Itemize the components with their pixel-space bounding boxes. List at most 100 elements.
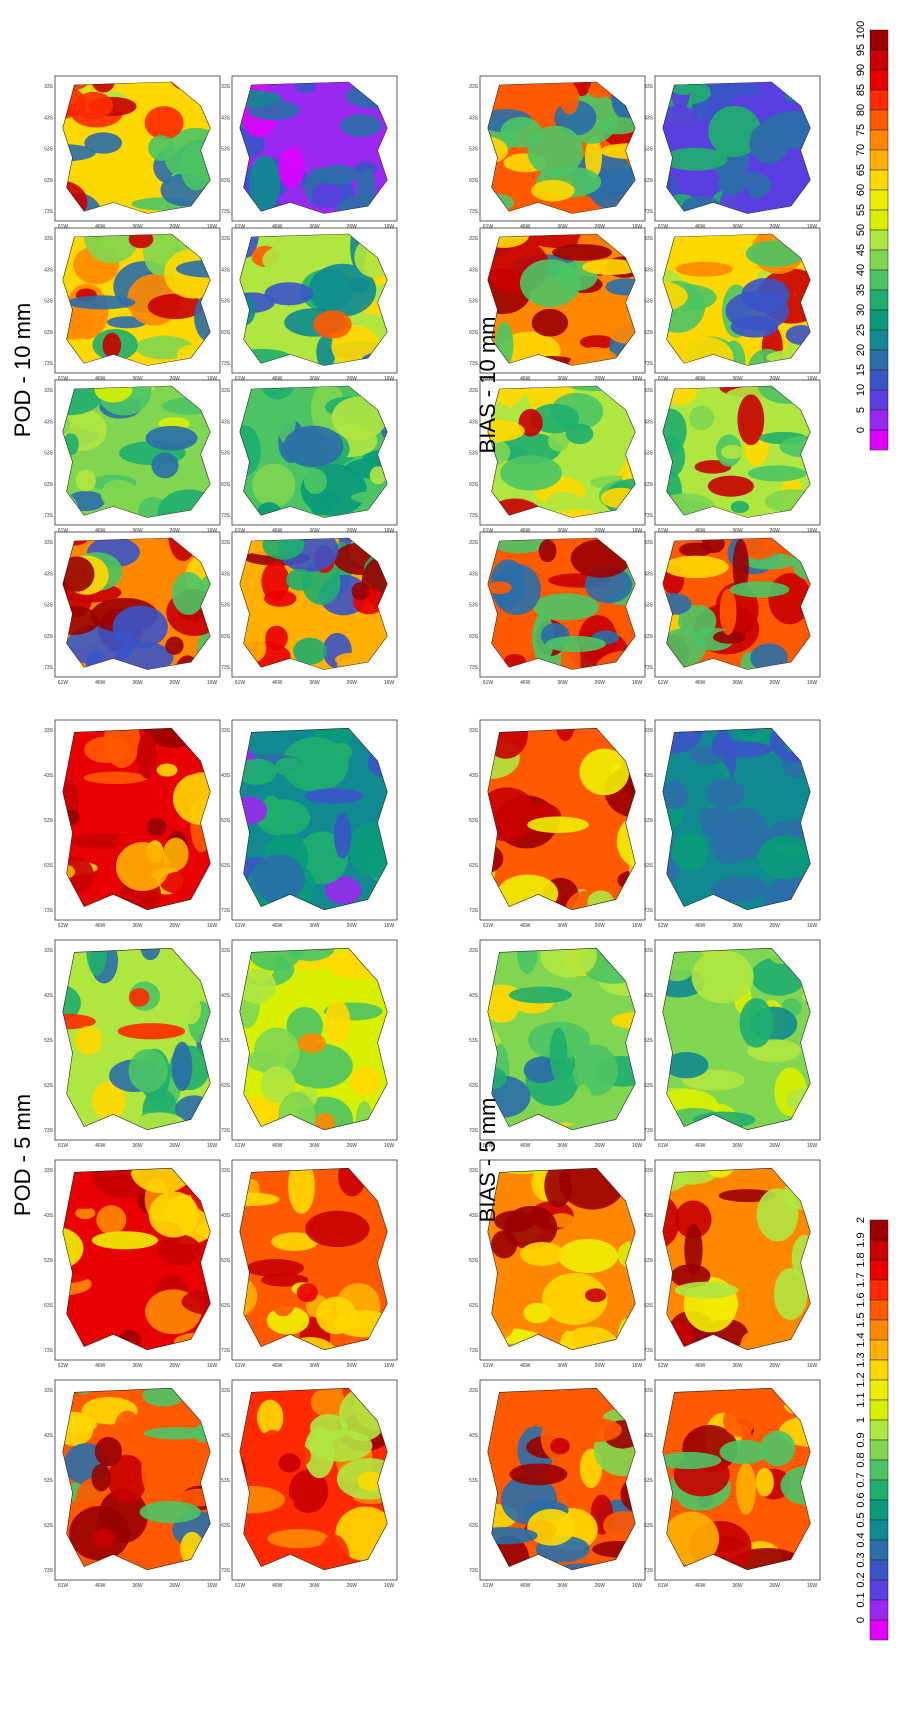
colorbar-swatch: [869, 1479, 889, 1501]
lon-tick-label: 61W: [658, 1583, 669, 1589]
lon-tick-label: 16W: [207, 1363, 218, 1369]
lon-tick-label: 26W: [595, 528, 606, 534]
contour-blob: [674, 1281, 739, 1299]
lon-tick-label: 36W: [732, 528, 743, 534]
lon-tick-label: 61W: [235, 1143, 246, 1149]
lat-tick-label: 73S: [644, 665, 654, 671]
coastline: [239, 537, 388, 670]
lat-tick-label: 73S: [644, 1568, 654, 1574]
lon-tick-label: 16W: [384, 680, 395, 686]
contour-blob: [246, 1259, 305, 1278]
colorbar-label: 20: [855, 344, 867, 356]
contour-field: [487, 385, 636, 518]
lat-tick-label: 43S: [469, 115, 479, 121]
contour-blob: [75, 469, 96, 492]
contour-field: [662, 1168, 811, 1350]
coastline: [662, 81, 811, 214]
colorbar-label: 100: [855, 21, 867, 39]
lon-tick-label: 26W: [347, 376, 358, 382]
coastline: [487, 81, 636, 214]
lat-tick-label: 43S: [221, 1433, 231, 1439]
contour-blob: [709, 82, 763, 98]
colorbar-swatch: [869, 229, 889, 251]
lat-tick-label: 43S: [221, 115, 231, 121]
lat-tick-label: 73S: [469, 1568, 479, 1574]
coastline: [239, 1387, 388, 1571]
lat-tick-label: 63S: [44, 1303, 54, 1309]
lat-tick-label: 43S: [644, 571, 654, 577]
map-panel-bias5-a1: 33S 43S 53S 63S 73S 61W 46W 36W 26W 16W: [469, 1379, 646, 1589]
lon-tick-label: 36W: [132, 680, 143, 686]
coastline: [239, 81, 388, 214]
contour-blob: [310, 499, 332, 516]
contour-blob: [305, 1210, 370, 1248]
colorbar-label: 1.3: [855, 1352, 867, 1367]
contour-blob: [662, 1194, 680, 1249]
lon-tick-label: 26W: [170, 1143, 181, 1149]
lat-tick-label: 43S: [221, 773, 231, 779]
lon-tick-label: 46W: [95, 1143, 106, 1149]
lon-tick-label: 26W: [595, 1363, 606, 1369]
lon-tick-label: 16W: [384, 1363, 395, 1369]
map-panel-pod5-b2: 33S 43S 53S 63S 73S 61W 46W 36W 26W 16W: [221, 1159, 398, 1369]
contour-blob: [293, 637, 327, 665]
contour-blob: [75, 1206, 96, 1220]
colorbar-swatch: [869, 149, 889, 171]
lat-tick-label: 73S: [221, 1348, 231, 1354]
lat-tick-label: 33S: [644, 236, 654, 242]
contour-blob: [92, 1080, 126, 1121]
lat-tick-label: 43S: [644, 419, 654, 425]
contour-blob: [262, 537, 305, 560]
lat-tick-label: 43S: [221, 1213, 231, 1219]
contour-blob: [520, 1241, 565, 1266]
lon-tick-label: 36W: [132, 376, 143, 382]
lon-tick-label: 46W: [520, 680, 531, 686]
lat-tick-label: 63S: [644, 1303, 654, 1309]
lat-tick-label: 73S: [469, 361, 479, 367]
lon-tick-label: 61W: [483, 923, 494, 929]
lon-tick-label: 36W: [732, 923, 743, 929]
lon-tick-label: 36W: [309, 528, 320, 534]
lat-tick-label: 53S: [221, 1258, 231, 1264]
lat-tick-label: 73S: [44, 361, 54, 367]
contour-blob: [710, 816, 747, 865]
bias-colorbar: 2 1.9 1.8 1.7 1.6 1.5 1.4 1.3 1.2 1.1 1 0.9 0.8 0.7 0.…: [855, 1217, 889, 1641]
contour-blob: [286, 568, 314, 591]
contour-blob: [730, 315, 779, 338]
lon-tick-label: 16W: [807, 1583, 818, 1589]
map-panel-bias10-d2: 33S 43S 53S 63S 73S 61W 46W 36W 26W 16W: [644, 75, 821, 230]
contour-blob: [310, 1414, 348, 1442]
lon-tick-label: 61W: [235, 680, 246, 686]
lon-tick-label: 26W: [170, 680, 181, 686]
lat-tick-label: 43S: [644, 1433, 654, 1439]
contour-blob: [558, 1238, 618, 1274]
colorbar-swatch: [869, 169, 889, 191]
lon-tick-label: 61W: [235, 528, 246, 534]
lon-tick-label: 61W: [235, 1583, 246, 1589]
lon-tick-label: 36W: [309, 1143, 320, 1149]
lat-tick-label: 63S: [644, 330, 654, 336]
lon-tick-label: 26W: [170, 528, 181, 534]
lon-tick-label: 26W: [770, 1363, 781, 1369]
lon-tick-label: 46W: [95, 224, 106, 230]
lon-tick-label: 16W: [807, 1143, 818, 1149]
lat-tick-label: 63S: [44, 178, 54, 184]
lon-tick-label: 46W: [695, 376, 706, 382]
lat-tick-label: 43S: [44, 267, 54, 273]
contour-blob: [62, 985, 81, 1022]
lon-tick-label: 26W: [347, 1143, 358, 1149]
contour-blob: [737, 394, 765, 446]
contour-blob: [662, 408, 687, 454]
contour-blob: [549, 508, 602, 518]
contour-blob: [544, 1168, 573, 1208]
lon-tick-label: 26W: [347, 680, 358, 686]
contour-blob: [580, 299, 633, 322]
contour-blob: [719, 1439, 769, 1465]
contour-blob: [144, 106, 184, 140]
lat-tick-label: 63S: [469, 330, 479, 336]
map-panel-pod5-b1: 33S 43S 53S 63S 73S 61W 46W 36W 26W 16W: [44, 1159, 221, 1369]
contour-blob: [552, 244, 613, 261]
contour-blob: [708, 105, 762, 157]
contour-blob: [719, 1243, 768, 1270]
contour-blob: [276, 395, 296, 444]
